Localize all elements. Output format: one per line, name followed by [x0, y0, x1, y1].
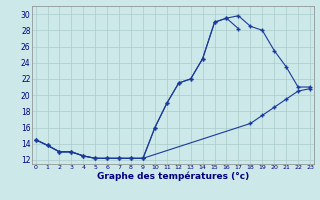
X-axis label: Graphe des températures (°c): Graphe des températures (°c): [97, 172, 249, 181]
